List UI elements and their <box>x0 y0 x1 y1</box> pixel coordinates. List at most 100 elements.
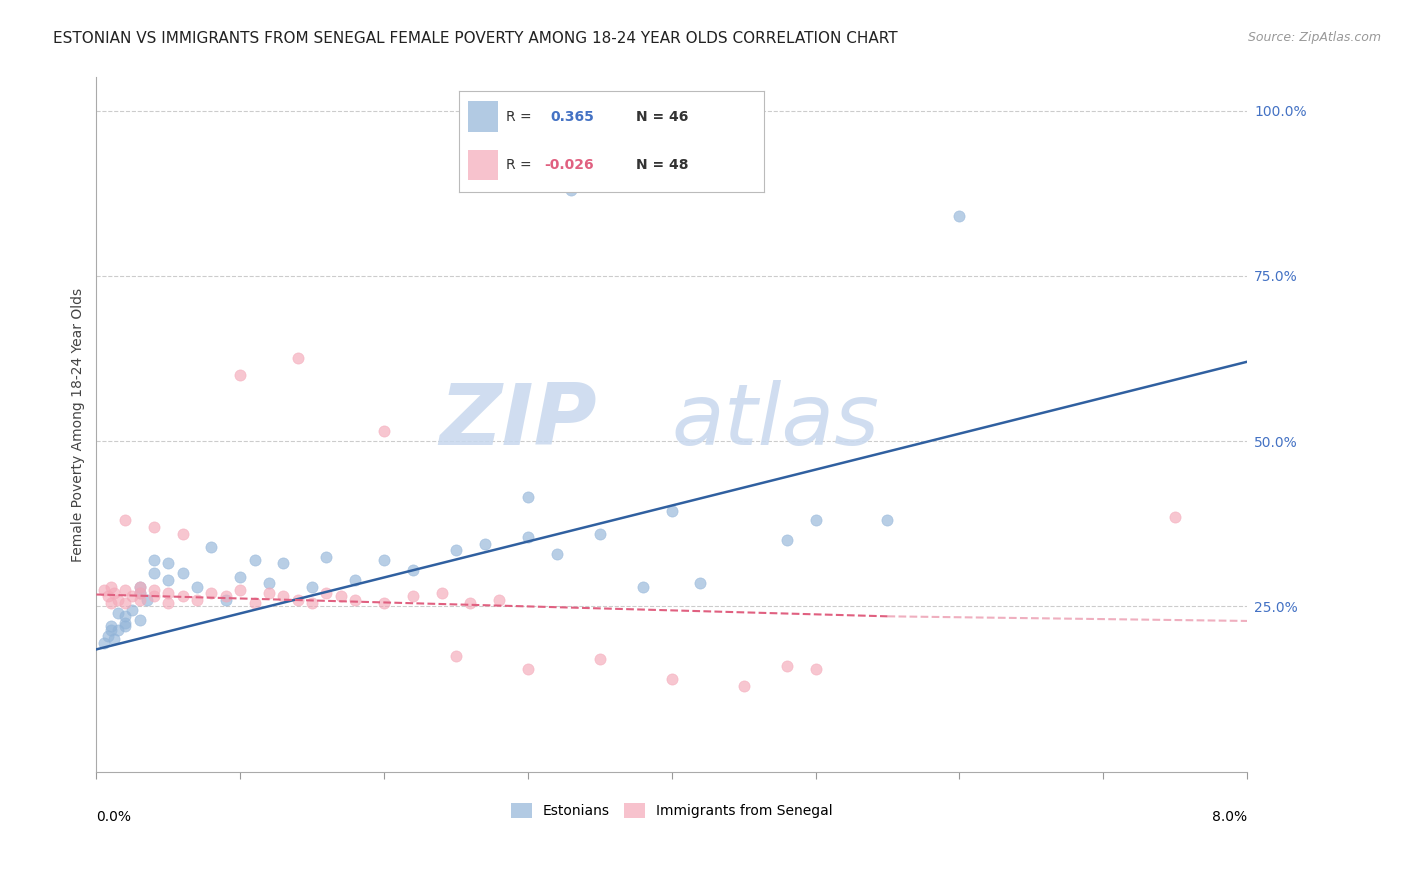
Point <box>315 586 337 600</box>
Point <box>257 586 280 600</box>
Y-axis label: Female Poverty Among 18-24 Year Olds: Female Poverty Among 18-24 Year Olds <box>72 287 86 562</box>
Point <box>257 576 280 591</box>
Point <box>474 536 496 550</box>
Point <box>100 619 122 633</box>
Point <box>97 590 120 604</box>
Point <box>114 513 136 527</box>
Point <box>948 209 970 223</box>
Text: Source: ZipAtlas.com: Source: ZipAtlas.com <box>1247 31 1381 45</box>
Point <box>186 580 208 594</box>
Point <box>114 609 136 624</box>
Point <box>273 590 295 604</box>
Point <box>776 533 799 548</box>
Point <box>114 596 136 610</box>
Text: ZIP: ZIP <box>439 380 598 463</box>
Point <box>142 590 165 604</box>
Point <box>631 580 654 594</box>
Point <box>516 491 538 505</box>
Point <box>287 351 309 366</box>
Point <box>243 553 266 567</box>
Point <box>804 513 827 527</box>
Point <box>142 520 165 534</box>
Point <box>107 623 129 637</box>
Point <box>200 540 222 554</box>
Point <box>344 592 367 607</box>
Point <box>114 619 136 633</box>
Point <box>128 592 150 607</box>
Point <box>661 503 683 517</box>
Point <box>172 526 194 541</box>
Point <box>200 586 222 600</box>
Point <box>103 586 125 600</box>
Point <box>373 424 395 438</box>
Point <box>444 648 467 663</box>
Text: 8.0%: 8.0% <box>1212 810 1247 824</box>
Point <box>243 596 266 610</box>
Point <box>344 573 367 587</box>
Point <box>402 563 425 577</box>
Point <box>229 569 252 583</box>
Point <box>107 592 129 607</box>
Point <box>516 662 538 676</box>
Point <box>128 613 150 627</box>
Point <box>100 596 122 610</box>
Point <box>273 557 295 571</box>
Point <box>121 590 143 604</box>
Point <box>157 596 180 610</box>
Point <box>97 629 120 643</box>
Point <box>516 530 538 544</box>
Point <box>172 566 194 581</box>
Point <box>142 582 165 597</box>
Point <box>114 615 136 630</box>
Point <box>135 592 157 607</box>
Point <box>876 513 898 527</box>
Point <box>804 662 827 676</box>
Point <box>114 582 136 597</box>
Point <box>560 183 582 197</box>
Point <box>157 573 180 587</box>
Point <box>215 592 238 607</box>
Point <box>546 547 568 561</box>
Point <box>172 590 194 604</box>
Point <box>157 586 180 600</box>
Point <box>128 586 150 600</box>
Legend: Estonians, Immigrants from Senegal: Estonians, Immigrants from Senegal <box>505 797 838 824</box>
Point <box>142 553 165 567</box>
Point <box>1164 510 1187 524</box>
Point <box>430 586 453 600</box>
Point <box>215 590 238 604</box>
Point <box>329 590 352 604</box>
Point <box>689 576 711 591</box>
Point <box>107 606 129 620</box>
Point <box>315 549 337 564</box>
Point <box>229 368 252 382</box>
Point <box>488 592 510 607</box>
Point <box>100 623 122 637</box>
Point <box>287 592 309 607</box>
Point <box>142 566 165 581</box>
Point <box>444 543 467 558</box>
Point <box>373 553 395 567</box>
Point <box>373 596 395 610</box>
Point <box>100 580 122 594</box>
Point <box>121 603 143 617</box>
Point <box>103 632 125 647</box>
Point <box>128 586 150 600</box>
Text: 0.0%: 0.0% <box>97 810 131 824</box>
Point <box>301 596 323 610</box>
Point <box>157 557 180 571</box>
Text: ESTONIAN VS IMMIGRANTS FROM SENEGAL FEMALE POVERTY AMONG 18-24 YEAR OLDS CORRELA: ESTONIAN VS IMMIGRANTS FROM SENEGAL FEMA… <box>53 31 898 46</box>
Point <box>661 672 683 686</box>
Point <box>589 652 612 666</box>
Point <box>776 659 799 673</box>
Text: atlas: atlas <box>671 380 879 463</box>
Point <box>402 590 425 604</box>
Point <box>460 596 482 610</box>
Point <box>733 679 755 693</box>
Point <box>186 592 208 607</box>
Point <box>93 582 115 597</box>
Point <box>128 580 150 594</box>
Point <box>301 580 323 594</box>
Point <box>229 582 252 597</box>
Point <box>93 636 115 650</box>
